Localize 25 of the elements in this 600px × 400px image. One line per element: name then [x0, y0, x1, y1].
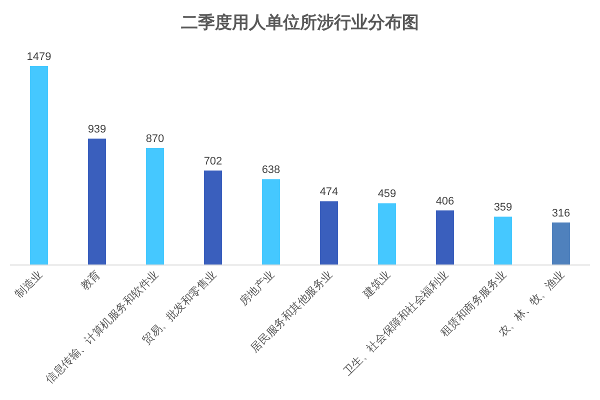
bar	[262, 179, 280, 265]
data-label: 459	[378, 188, 396, 200]
data-label: 638	[262, 164, 280, 176]
bar	[436, 210, 454, 265]
bar	[30, 66, 48, 265]
data-label: 406	[436, 195, 454, 208]
x-tick-label: 制造业	[12, 268, 46, 300]
data-label: 359	[494, 202, 512, 214]
chart-title: 二季度用人单位所涉行业分布图	[181, 13, 419, 32]
data-label: 939	[88, 124, 106, 136]
bar	[494, 216, 512, 265]
data-label: 1479	[26, 51, 52, 63]
bar	[146, 148, 164, 265]
bar	[320, 201, 338, 265]
x-tick-label: 建筑业	[360, 268, 394, 302]
bar	[88, 138, 106, 265]
bar	[204, 170, 222, 265]
data-label: 702	[204, 156, 222, 168]
x-tick-label: 教育	[78, 268, 104, 293]
bar	[378, 203, 396, 265]
data-label: 870	[146, 132, 164, 145]
x-tick-label: 房地产业	[236, 268, 278, 308]
data-label: 316	[552, 207, 570, 220]
bar	[552, 222, 570, 265]
data-label: 474	[320, 186, 338, 198]
